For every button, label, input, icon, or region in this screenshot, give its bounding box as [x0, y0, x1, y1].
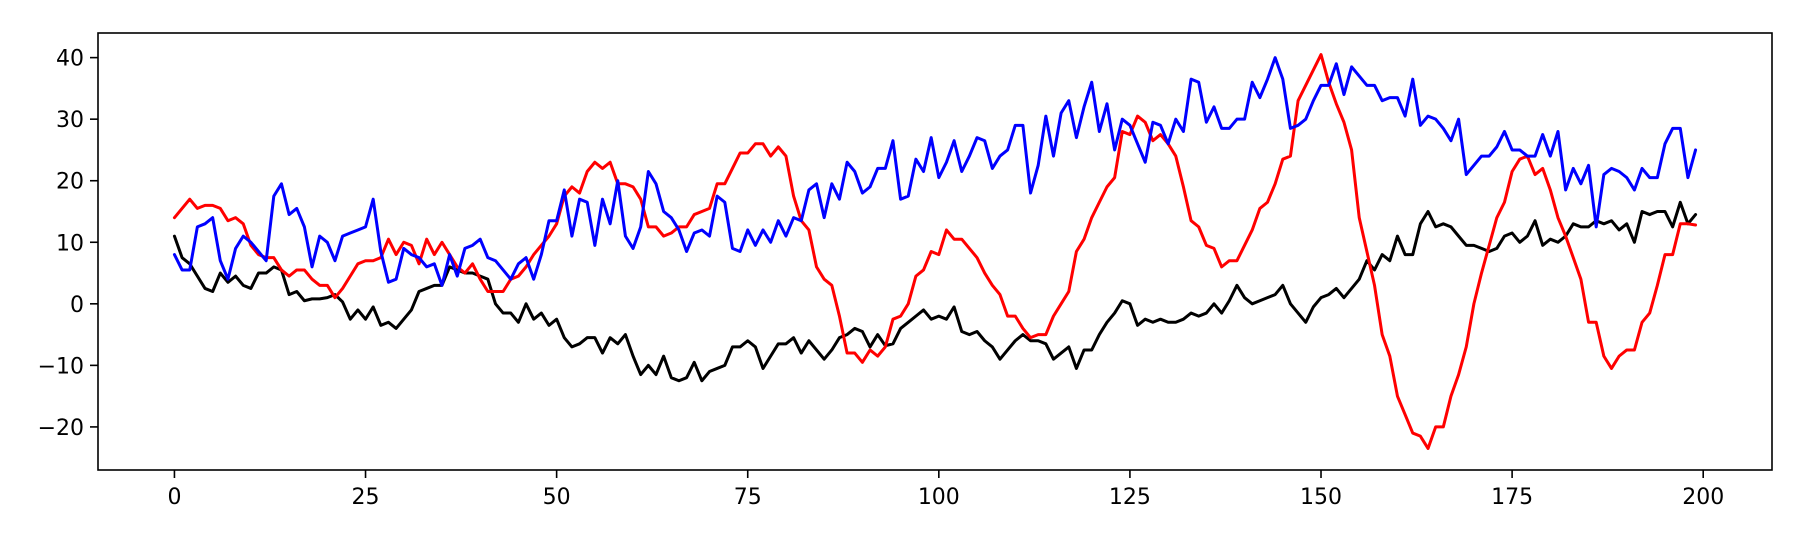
y-tick-label: 20 [56, 170, 84, 195]
x-tick-label: 150 [1300, 485, 1342, 510]
y-tick-label: −20 [38, 416, 84, 441]
series-line-3 [172, 56, 1698, 287]
y-tick-label: 10 [56, 231, 84, 256]
x-tick-label: 125 [1109, 485, 1151, 510]
series-layer [172, 53, 1698, 450]
x-tick-label: 75 [734, 485, 762, 510]
series-line-2 [172, 53, 1698, 450]
axes-layer: 0 25 50 75 100 125 150 175 200 −20 −10 0 10 20 30 40 [38, 32, 1773, 510]
y-tick-label: 0 [70, 293, 84, 318]
plot-frame [97, 32, 1773, 471]
y-tick-label: 40 [56, 47, 84, 72]
y-tick-label: −10 [38, 354, 84, 379]
series-line-1 [172, 200, 1698, 383]
y-tick-label: 30 [56, 108, 84, 133]
x-tick-label: 200 [1682, 485, 1724, 510]
x-tick-label: 100 [918, 485, 960, 510]
x-tick-label: 0 [167, 485, 181, 510]
x-tick-label: 25 [352, 485, 380, 510]
x-tick-label: 175 [1491, 485, 1533, 510]
x-tick-label: 50 [543, 485, 571, 510]
